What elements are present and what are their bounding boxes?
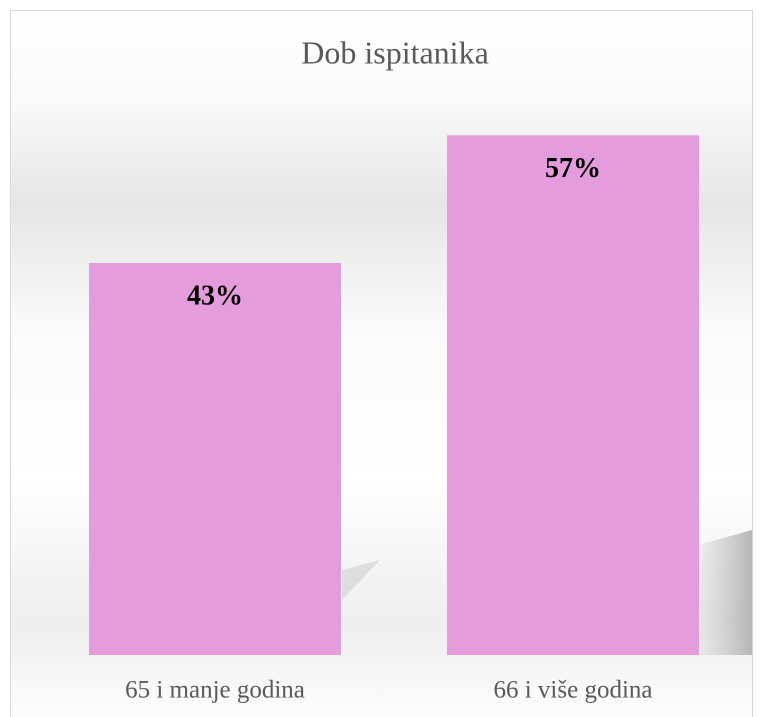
chart-title: Dob ispitanika — [301, 34, 489, 70]
data-label: 57% — [545, 153, 601, 184]
bar-shadow — [342, 560, 380, 655]
data-label: 43% — [187, 280, 243, 311]
bar — [447, 135, 699, 656]
bar-shadow — [698, 530, 752, 655]
x-tick-label: 65 i manje godina — [125, 677, 305, 704]
bar — [89, 262, 341, 655]
x-tick-label: 66 i više godina — [493, 677, 652, 704]
